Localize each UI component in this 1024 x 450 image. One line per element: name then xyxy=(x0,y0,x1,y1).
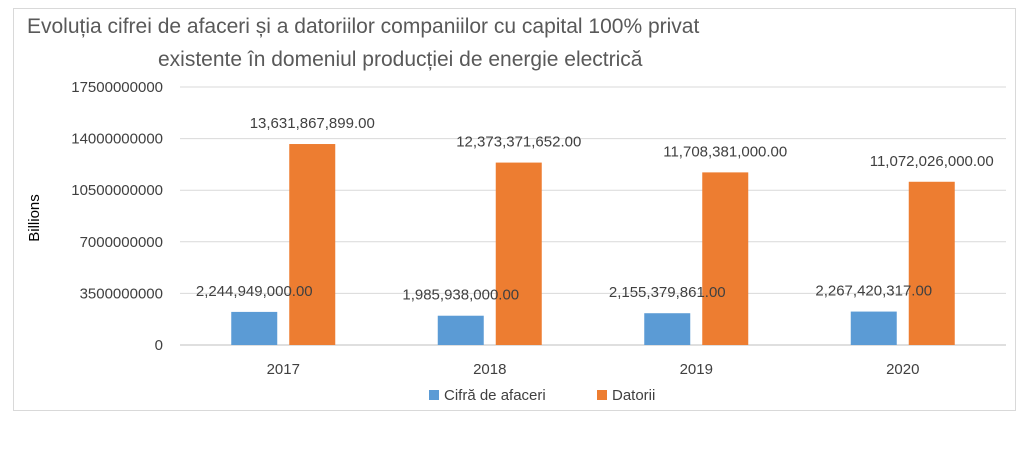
y-tick-label: 14000000000 xyxy=(71,131,163,148)
data-label: 1,985,938,000.00 xyxy=(402,287,519,304)
x-tick-label: 2019 xyxy=(680,361,713,378)
bar-turnover xyxy=(231,311,278,345)
data-label: 2,244,949,000.00 xyxy=(196,283,313,300)
bar-debts xyxy=(495,162,542,345)
x-tick-label: 2017 xyxy=(267,361,300,378)
data-label: 11,708,381,000.00 xyxy=(663,143,787,160)
data-label: 2,155,379,861.00 xyxy=(609,284,726,301)
legend-swatch xyxy=(429,390,439,400)
bar-turnover xyxy=(850,311,897,345)
data-label: 13,631,867,899.00 xyxy=(250,115,375,132)
y-tick-label: 0 xyxy=(155,337,163,354)
bar-debts xyxy=(289,144,336,345)
y-tick-label: 17500000000 xyxy=(71,79,163,96)
x-tick-label: 2020 xyxy=(886,361,919,378)
y-tick-label: 10500000000 xyxy=(71,182,163,199)
y-tick-label: 7000000000 xyxy=(80,234,163,251)
data-label: 11,072,026,000.00 xyxy=(870,153,994,170)
bar-turnover xyxy=(437,315,484,345)
legend-label: Datorii xyxy=(612,387,655,404)
chart-title-line-2: existente în domeniul producției de ener… xyxy=(158,48,643,71)
y-axis-title: Billions xyxy=(26,194,43,242)
bar-debts xyxy=(908,181,955,345)
y-tick-label: 3500000000 xyxy=(80,285,163,302)
data-label: 12,373,371,652.00 xyxy=(456,134,581,151)
legend-swatch xyxy=(597,390,607,400)
chart-title-line-1: Evoluția cifrei de afaceri și a datoriil… xyxy=(27,15,699,38)
x-tick-label: 2018 xyxy=(473,361,506,378)
bar-debts xyxy=(702,172,749,345)
bar-turnover xyxy=(644,313,691,345)
data-label: 2,267,420,317.00 xyxy=(815,283,932,300)
legend-label: Cifră de afaceri xyxy=(444,387,546,404)
